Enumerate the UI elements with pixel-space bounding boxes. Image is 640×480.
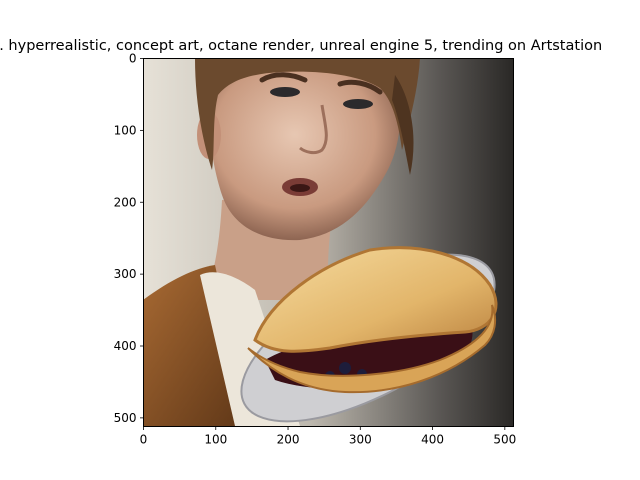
right-eye xyxy=(343,99,373,109)
hair-right xyxy=(392,75,414,175)
nose xyxy=(299,104,328,155)
x-tick-label: 400 xyxy=(421,433,444,447)
y-tick-label: 300 xyxy=(114,267,137,281)
mouth-inner xyxy=(290,184,310,192)
blueberry xyxy=(339,362,351,374)
x-tick-label: 500 xyxy=(493,433,516,447)
y-axis: 0 100 200 300 400 500 xyxy=(114,52,144,425)
y-tick-label: 0 xyxy=(129,52,137,66)
pie-crust xyxy=(253,246,498,353)
axes-frame xyxy=(143,58,514,427)
y-tick-label: 500 xyxy=(114,411,137,425)
hair xyxy=(195,58,420,170)
left-eyebrow xyxy=(259,72,308,83)
right-eyebrow xyxy=(337,79,383,95)
x-tick-label: 300 xyxy=(349,433,372,447)
y-tick-label: 200 xyxy=(114,195,137,209)
y-tick-label: 400 xyxy=(114,339,137,353)
chart-title: ... hyperrealistic, concept art, octane … xyxy=(0,38,602,54)
image-content xyxy=(143,58,514,427)
y-tick-label: 100 xyxy=(114,123,137,137)
x-axis: 0 100 200 300 400 500 xyxy=(140,426,516,447)
left-eye xyxy=(270,87,300,97)
x-tick-label: 100 xyxy=(204,433,227,447)
x-tick-label: 0 xyxy=(140,433,148,447)
pie-crust-edge xyxy=(247,304,497,394)
x-tick-label: 200 xyxy=(277,433,300,447)
